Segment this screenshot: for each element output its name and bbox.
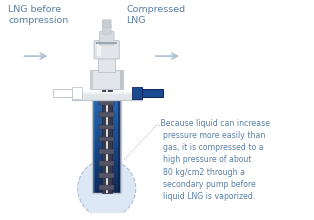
Bar <box>118 97 121 193</box>
Bar <box>93 184 120 187</box>
Bar <box>93 110 120 113</box>
Bar <box>93 142 120 145</box>
Bar <box>93 187 120 190</box>
Bar <box>93 171 120 174</box>
Bar <box>93 103 120 106</box>
Bar <box>93 123 120 126</box>
Bar <box>93 148 120 152</box>
Bar <box>96 42 117 44</box>
Bar <box>73 92 141 94</box>
Bar <box>93 97 120 100</box>
Bar <box>99 149 114 154</box>
FancyBboxPatch shape <box>102 20 111 28</box>
Bar <box>93 174 120 177</box>
Bar <box>97 44 101 56</box>
Bar <box>93 136 120 139</box>
Bar <box>90 70 93 89</box>
Bar <box>93 190 120 193</box>
Bar <box>93 129 120 132</box>
Bar <box>93 168 120 171</box>
Bar <box>92 97 95 193</box>
Bar <box>93 139 120 142</box>
Bar <box>93 164 120 168</box>
FancyBboxPatch shape <box>100 31 114 45</box>
Bar <box>93 152 120 155</box>
Circle shape <box>78 160 136 218</box>
Bar <box>93 132 120 136</box>
Bar <box>93 113 120 116</box>
Bar <box>93 145 120 148</box>
FancyBboxPatch shape <box>94 41 119 59</box>
Bar <box>132 87 142 99</box>
Bar <box>142 89 163 97</box>
FancyBboxPatch shape <box>72 92 142 100</box>
Bar <box>92 97 121 193</box>
Bar <box>93 181 120 184</box>
Bar <box>98 57 116 72</box>
Bar <box>93 119 120 123</box>
Bar <box>99 185 114 190</box>
Bar <box>93 116 120 119</box>
Bar <box>93 100 120 103</box>
Bar <box>93 126 120 129</box>
Bar <box>93 106 120 110</box>
Bar <box>99 125 114 129</box>
Bar <box>120 70 123 89</box>
Text: .Because liquid can increase
  pressure more easily than
  gas, it is compressed: .Because liquid can increase pressure mo… <box>158 119 270 201</box>
Bar <box>93 161 120 164</box>
Bar <box>102 50 111 193</box>
Bar <box>93 158 120 161</box>
Text: Compressed
LNG: Compressed LNG <box>126 5 185 25</box>
Bar <box>99 173 114 178</box>
Bar <box>99 112 114 117</box>
FancyBboxPatch shape <box>102 25 111 34</box>
Bar <box>99 161 114 166</box>
Bar <box>52 89 72 97</box>
Bar <box>106 50 108 193</box>
Bar <box>72 87 82 99</box>
Bar <box>99 137 114 141</box>
Bar <box>99 100 114 105</box>
Bar <box>93 177 120 181</box>
Bar <box>93 155 120 158</box>
FancyBboxPatch shape <box>90 70 123 89</box>
Text: LNG before
compression: LNG before compression <box>8 5 68 25</box>
